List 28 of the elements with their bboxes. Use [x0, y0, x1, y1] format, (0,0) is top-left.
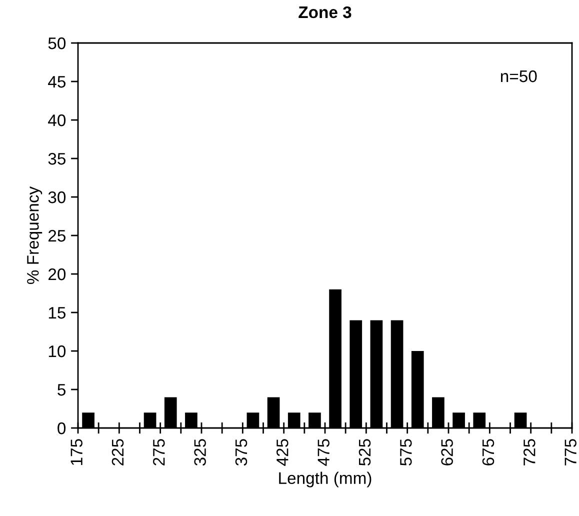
x-tick-label: 325 — [194, 439, 206, 466]
x-tick-label: 475 — [318, 439, 330, 466]
x-tick-label: 375 — [235, 439, 248, 466]
y-tick-label: 0 — [58, 422, 66, 434]
annotation: n=50 — [500, 70, 537, 82]
x-tick-label: 525 — [358, 439, 371, 466]
y-tick-label: 45 — [48, 76, 66, 88]
x-axis-title: Length (mm) — [279, 472, 372, 488]
y-tick-label: 35 — [48, 152, 66, 165]
y-tick-label: 30 — [48, 191, 66, 204]
x-tick-label: 175 — [70, 439, 82, 465]
y-axis-title: % Frequency — [27, 186, 42, 284]
x-tick-label: 625 — [441, 439, 453, 466]
x-tick-label: 275 — [153, 439, 165, 466]
y-tick-label: 40 — [48, 114, 66, 126]
x-tick-label: 775 — [564, 439, 576, 466]
y-tick-label: 20 — [48, 268, 66, 280]
y-tick-label: 15 — [48, 307, 66, 319]
x-tick-label: 675 — [482, 439, 494, 466]
y-tick-label: 10 — [48, 345, 66, 358]
x-tick-label: 575 — [400, 439, 412, 466]
x-tick-label: 225 — [112, 439, 124, 466]
x-tick-label: 425 — [276, 439, 288, 466]
y-tick-label: 25 — [48, 230, 66, 242]
chart-title: Zone 3 — [298, 6, 352, 18]
y-tick-label: 5 — [58, 384, 66, 396]
y-tick-label: 50 — [48, 37, 66, 50]
x-tick-label: 725 — [524, 439, 536, 466]
